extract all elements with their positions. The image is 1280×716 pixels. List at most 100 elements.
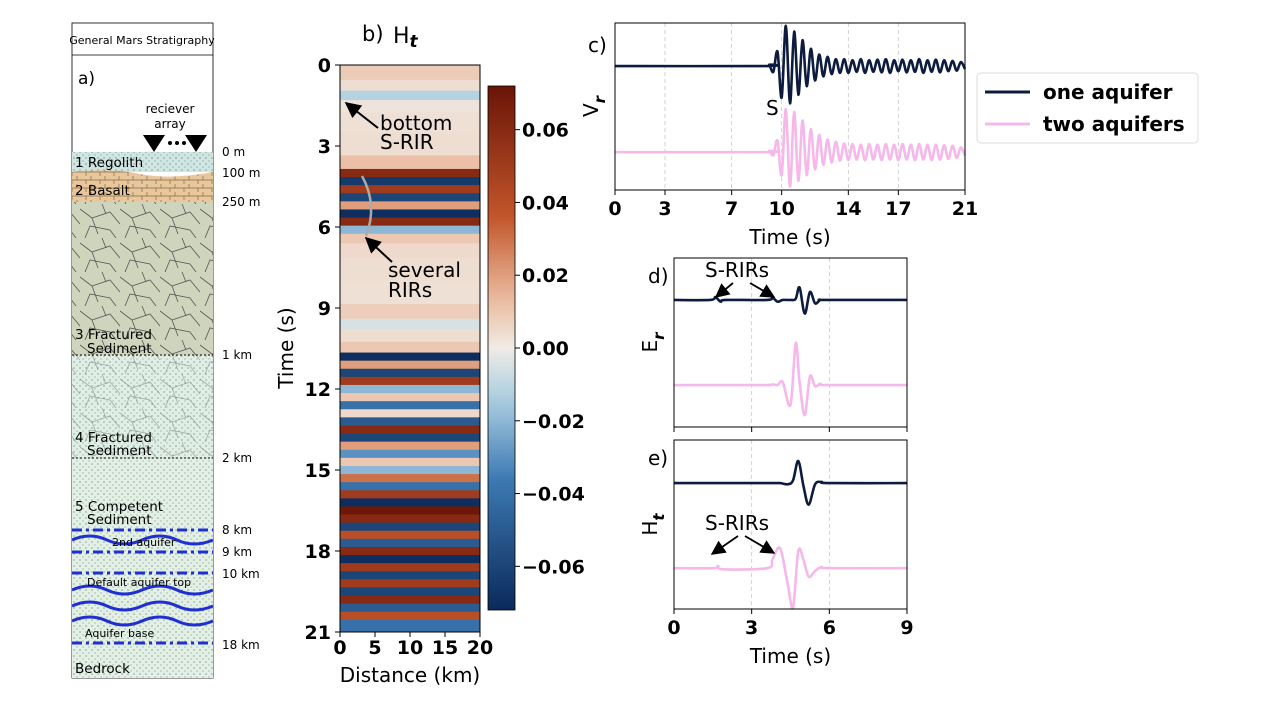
x-tick-label: 6	[823, 617, 836, 639]
heat-row	[340, 514, 480, 524]
legend-box	[976, 72, 1199, 144]
axis-label: Ht	[638, 513, 668, 536]
x-axis-label: Time (s)	[748, 225, 830, 249]
panel-label: b)	[362, 22, 384, 46]
colorbar-tick-label: 0.02	[522, 265, 569, 287]
heat-row	[340, 571, 480, 580]
heat-row	[340, 482, 480, 491]
heat-row	[340, 225, 480, 235]
heat-row	[340, 457, 480, 467]
layer-basalt	[72, 170, 213, 202]
annotation-arrow	[714, 282, 734, 298]
layer-label: Sediment	[87, 443, 152, 459]
layer-label: 2 Basalt	[75, 183, 130, 199]
heat-row	[340, 79, 480, 92]
colorbar	[487, 85, 516, 611]
annotation: S-RIRs	[705, 511, 769, 535]
annotation: S-RIRs	[705, 258, 769, 282]
annotation-arrow	[744, 535, 776, 554]
heat-row	[340, 425, 480, 435]
receiver-dot	[182, 141, 186, 145]
heat-row	[340, 393, 480, 402]
heat-row	[340, 603, 480, 613]
heat-row	[340, 209, 480, 219]
annotation: bottom	[380, 111, 452, 135]
depth-labels: 0 m 100 m 250 m 1 km 2 km 8 km 9 km 10 k…	[222, 145, 260, 652]
receiver-label: reciever	[146, 102, 195, 116]
layer-label: 4 Fractured	[75, 430, 152, 446]
layer-label: 2nd aquifer	[112, 536, 176, 549]
heat-row	[340, 132, 480, 156]
axis-label: Er	[638, 331, 668, 353]
heat-row	[340, 318, 480, 331]
y-tick-label: 6	[318, 217, 331, 239]
heat-row	[340, 65, 480, 81]
x-axis-label: Distance (km)	[340, 663, 480, 687]
waveform	[614, 107, 967, 188]
depth-label: 9 km	[222, 545, 252, 559]
label-subscript: r	[650, 331, 668, 340]
plot-frame	[614, 22, 966, 191]
y-tick-label: 15	[305, 460, 331, 482]
heat-row	[340, 474, 480, 483]
annotation: S	[766, 96, 779, 120]
heat-row	[340, 329, 480, 343]
heat-row	[340, 112, 480, 133]
waveform	[673, 341, 908, 417]
heat-row	[340, 619, 480, 633]
heat-row	[340, 587, 480, 597]
depth-label: 1 km	[222, 348, 252, 362]
strat-title: General Mars Stratigraphy	[69, 34, 215, 47]
layer-label: Bedrock	[75, 661, 130, 677]
heat-row	[340, 243, 480, 259]
layer-label: Aquifer base	[85, 627, 154, 640]
title-subscript: t	[410, 32, 419, 52]
y-tick-label: 0	[318, 55, 331, 77]
waveform	[673, 459, 908, 506]
heat-row	[340, 611, 480, 621]
y-tick-label: 21	[305, 622, 331, 644]
waveform	[673, 546, 908, 610]
heat-row	[340, 168, 480, 178]
heat-row	[340, 360, 480, 370]
annotation: S-RIR	[380, 130, 434, 154]
x-tick-label: 21	[952, 198, 978, 220]
x-axis-label: Time (s)	[749, 644, 831, 668]
heat-row	[340, 490, 480, 499]
x-tick-label: 7	[725, 198, 738, 220]
heat-row	[340, 506, 480, 516]
label-main: E	[638, 340, 662, 353]
heat-row	[340, 368, 480, 378]
heat-row	[340, 538, 480, 548]
legend-label: one aquifer	[1043, 80, 1173, 104]
heat-row	[340, 155, 480, 170]
heat-row	[340, 409, 480, 418]
x-tick-label: 15	[432, 637, 458, 659]
heat-row	[340, 530, 480, 540]
layer-label: 3 Fractured	[75, 327, 152, 343]
annotation-arrow	[749, 282, 776, 298]
plot-frame	[673, 439, 908, 610]
heat-row	[340, 522, 480, 532]
y-tick-label: 18	[305, 541, 331, 563]
layer-label: 1 Regolith	[75, 155, 143, 171]
heat-row	[340, 376, 480, 386]
heat-row	[340, 417, 480, 426]
depth-label: 100 m	[222, 166, 260, 180]
heat-row	[340, 185, 480, 194]
depth-label: 8 km	[222, 523, 252, 537]
layer-texture	[72, 202, 213, 355]
plot-frame	[673, 257, 908, 428]
colorbar-tick-label: −0.04	[522, 484, 585, 506]
heat-row	[340, 193, 480, 202]
layer-label: 5 Competent	[75, 499, 163, 515]
layer-texture	[72, 152, 213, 172]
x-tick-label: 20	[467, 637, 493, 659]
heat-row	[340, 563, 480, 572]
panel-label: c)	[588, 33, 607, 57]
x-tick-label: 5	[368, 637, 381, 659]
annotation-arrow	[364, 236, 393, 263]
heat-row	[340, 258, 480, 282]
